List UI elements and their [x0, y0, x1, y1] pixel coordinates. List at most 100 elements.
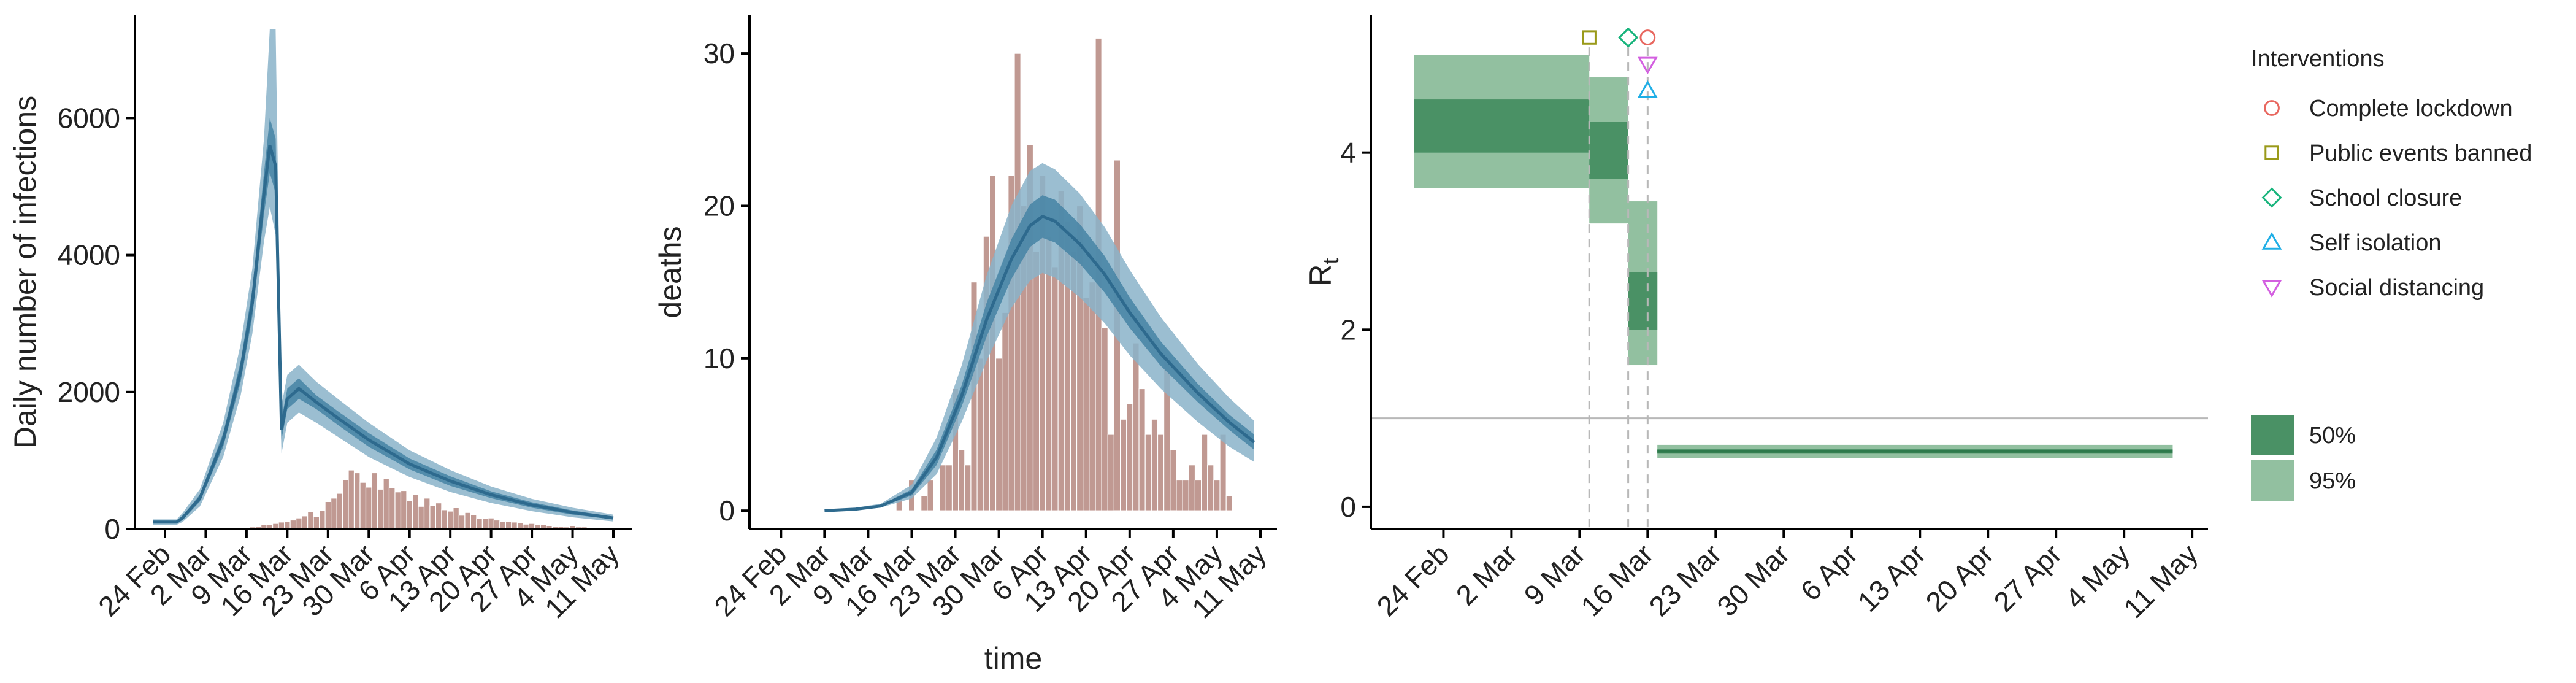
bar — [1170, 449, 1177, 511]
bar — [1126, 403, 1133, 511]
bar — [1188, 465, 1196, 511]
bar — [336, 493, 343, 530]
bar — [1225, 495, 1233, 511]
bar — [447, 511, 454, 530]
y-axis-label: Daily number of infections — [8, 96, 42, 449]
bar — [458, 515, 466, 530]
y-tick-label: 6000 — [58, 102, 120, 134]
bar — [1219, 434, 1227, 511]
y-tick-label: 2000 — [58, 376, 120, 408]
triangle-up-marker — [1637, 80, 1658, 98]
bar — [330, 498, 337, 530]
bar — [921, 495, 928, 511]
rt-ci50-step — [1414, 99, 1590, 153]
x-tick-label: 11 May — [2117, 538, 2204, 624]
bar — [289, 519, 297, 530]
bar — [1002, 312, 1009, 511]
bar — [301, 515, 309, 530]
bar — [377, 488, 384, 530]
bar — [957, 449, 965, 511]
x-tick-label: 30 Mar — [1711, 538, 1795, 622]
x-tick-label: 16 Mar — [1574, 538, 1659, 622]
x-tick-label: 24 Feb — [1370, 538, 1455, 622]
triangle-down-legend-icon — [2261, 280, 2282, 298]
ci-legend-label: 95% — [2309, 468, 2356, 494]
ci-legend-label: 50% — [2309, 423, 2356, 449]
bar — [464, 512, 472, 530]
x-tick-label: 20 Apr — [1919, 538, 1999, 618]
diamond-legend-icon — [2261, 187, 2282, 208]
bar — [400, 490, 407, 530]
bar — [406, 500, 413, 530]
bar — [371, 472, 378, 530]
bar — [1032, 251, 1040, 511]
bar — [307, 511, 314, 530]
bar — [348, 469, 355, 530]
bar — [423, 498, 431, 530]
legend-label: Self isolation — [2309, 230, 2441, 256]
x-tick-label: 27 Apr — [1987, 538, 2068, 618]
bar — [1157, 434, 1165, 511]
y-tick-label: 20 — [703, 190, 735, 222]
bar — [429, 505, 437, 530]
bar — [488, 517, 495, 530]
ci-legend-swatch — [2251, 415, 2294, 455]
legend-label: Complete lockdown — [2309, 96, 2513, 122]
bar — [324, 501, 332, 530]
y-tick-label: 0 — [1340, 491, 1356, 523]
bar — [412, 494, 419, 530]
y-tick-label: 4 — [1340, 137, 1356, 169]
circle-legend-icon — [2264, 100, 2280, 116]
square-legend-icon — [2264, 145, 2279, 160]
y-axis-label: Rt — [1303, 258, 1343, 286]
ci50-band — [824, 195, 1254, 511]
circle-marker — [1639, 29, 1656, 45]
x-tick-label: 23 Mar — [1643, 538, 1727, 622]
bar — [353, 472, 361, 530]
bar — [383, 477, 390, 530]
bar — [365, 487, 372, 530]
x-tick-label: 13 Apr — [1852, 538, 1932, 618]
legend-title: Interventions — [2251, 46, 2385, 72]
bar — [470, 514, 477, 530]
bar — [939, 465, 946, 511]
bar — [1176, 479, 1183, 511]
bar — [359, 482, 367, 530]
legend-label: School closure — [2309, 185, 2462, 211]
bar — [1083, 296, 1090, 511]
y-tick-label: 2 — [1340, 314, 1356, 345]
bar — [476, 518, 483, 530]
y-axis-label-subscript: t — [1318, 258, 1343, 264]
bar — [318, 510, 326, 530]
x-axis-label: time — [984, 641, 1042, 676]
bar — [342, 479, 349, 530]
y-tick-label: 10 — [703, 342, 735, 374]
triangle-up-legend-icon — [2261, 232, 2282, 250]
bar — [296, 517, 302, 530]
bar — [1138, 388, 1146, 511]
triangle-down-marker — [1637, 56, 1658, 75]
square-marker — [1582, 30, 1597, 45]
bar — [1132, 342, 1140, 511]
bar — [1144, 434, 1152, 511]
bar — [1119, 419, 1127, 511]
rt-ci50-step — [1628, 272, 1658, 330]
bar — [964, 465, 972, 511]
interventions-legend: Interventions Complete lockdown Public eve… — [2251, 46, 2532, 501]
bar — [1207, 465, 1214, 511]
bar — [418, 506, 425, 530]
bar — [394, 492, 402, 530]
bar — [453, 507, 460, 530]
bar — [481, 518, 489, 530]
y-tick-label: 0 — [719, 495, 735, 527]
y-axis-label: deaths — [653, 226, 688, 318]
bar — [1051, 266, 1059, 511]
ci50-band — [153, 118, 613, 524]
bar — [1045, 236, 1052, 511]
ci-legend-swatch — [2251, 460, 2294, 501]
bar — [1101, 327, 1108, 511]
rt-ci50-step — [1589, 122, 1628, 179]
